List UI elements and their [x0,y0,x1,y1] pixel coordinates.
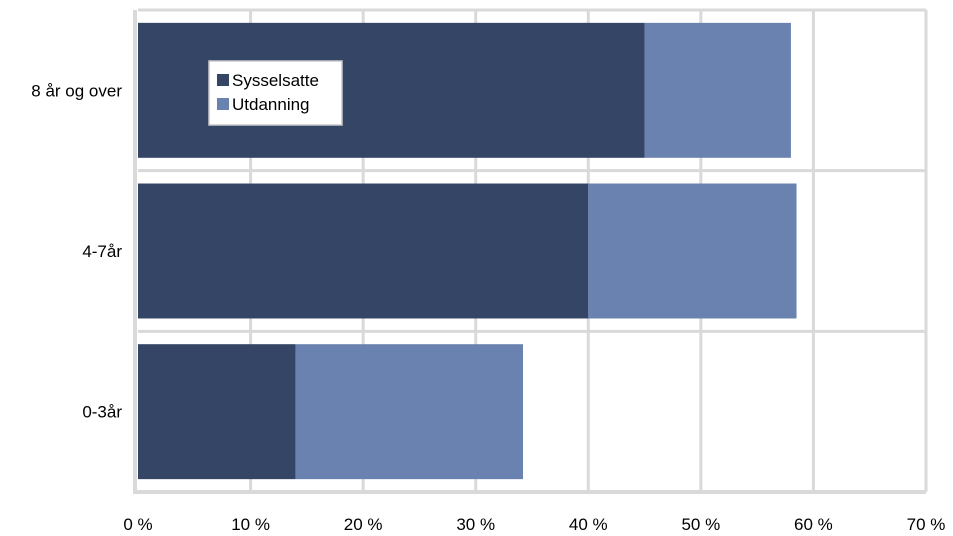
legend-swatch [217,74,229,86]
legend-label: Utdanning [232,95,310,114]
bar-utdanning-1 [588,183,797,319]
category-label: 8 år og over [31,81,122,100]
x-tick-label: 20 % [344,515,383,534]
x-tick-label: 50 % [681,515,720,534]
bar-sysselsatte-1 [138,183,589,319]
category-label: 0-3år [82,403,122,422]
legend-label: Sysselsatte [232,71,319,90]
axes [133,10,926,494]
bar-sysselsatte-2 [138,344,296,480]
legend-box [208,60,343,126]
x-tick-label: 60 % [794,515,833,534]
x-tick-labels: 0 % 10 % 20 % 30 % 40 % 50 % 60 % 70 % [123,515,945,534]
x-tick-label: 0 % [123,515,152,534]
x-tick-label: 70 % [907,515,946,534]
x-tick-label: 30 % [456,515,495,534]
bar-utdanning-2 [295,344,523,480]
category-label: 4-7år [82,242,122,261]
x-tick-label: 10 % [231,515,270,534]
legend-swatch [217,98,229,110]
bar-utdanning-0 [644,22,791,158]
x-tick-label: 40 % [569,515,608,534]
category-labels: 8 år og over 4-7år 0-3år [31,81,122,421]
bars [138,22,797,480]
legend: Sysselsatte Utdanning [208,60,343,126]
